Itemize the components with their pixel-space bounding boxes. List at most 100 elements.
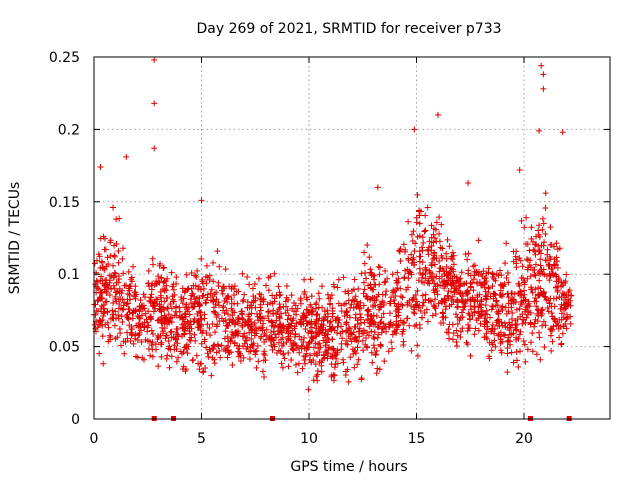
data-point [283,339,290,346]
data-point [377,341,384,348]
data-point [237,358,244,365]
data-point [516,305,523,312]
data-point [465,250,472,257]
data-point [531,298,538,305]
data-point [376,264,383,271]
data-point [207,332,214,339]
data-point [167,300,174,307]
data-point [556,316,563,323]
data-point [501,320,508,327]
data-point [408,231,415,238]
data-point [416,253,423,260]
data-point [535,292,542,299]
data-point [443,329,450,336]
data-point [401,248,408,255]
data-point [240,296,247,303]
data-point [487,314,494,321]
data-point [539,226,546,233]
data-point [232,319,239,326]
data-point [156,262,163,269]
data-point [211,341,218,348]
data-point [174,340,181,347]
data-point [534,318,541,325]
data-point [531,271,538,278]
data-point [516,331,523,338]
data-point [526,247,533,254]
data-point [450,298,457,305]
data-point [507,341,514,348]
data-point [559,290,566,297]
data-point [495,308,502,315]
data-point [346,325,353,332]
data-point [416,220,423,227]
data-point [329,308,336,314]
data-point [471,304,478,311]
data-point [457,275,464,282]
data-point [482,275,489,282]
data-point [211,329,218,336]
data-point [481,315,488,322]
data-point [509,310,516,317]
data-point [194,310,201,317]
data-point [192,272,199,279]
data-point [431,234,438,241]
data-point [341,301,348,308]
data-point [144,319,151,326]
data-point [276,313,283,320]
data-point [524,275,531,282]
data-point [513,306,520,313]
data-point [298,343,305,350]
y-tick-label: 0.2 [58,122,80,138]
data-point [283,327,290,334]
data-point [457,328,464,335]
data-point [373,348,380,355]
data-point [191,318,198,325]
data-point [161,325,168,332]
data-point [458,309,465,316]
data-point [480,268,487,275]
data-point [426,238,433,245]
data-point [354,361,361,368]
data-point [262,282,269,289]
data-point [287,315,294,322]
data-point [271,270,278,277]
data-point [549,326,556,333]
data-point [94,297,101,304]
data-point [539,310,546,317]
data-point [454,303,461,310]
data-point [191,300,198,307]
data-point [517,288,524,295]
data-point [178,294,185,301]
data-point [271,343,278,350]
data-point [328,325,335,332]
data-point [449,256,456,263]
data-point [559,129,566,136]
data-point [295,360,302,367]
data-point [338,340,345,347]
data-point [142,294,149,301]
data-point [467,352,474,359]
data-point [414,233,421,240]
data-point [339,335,346,342]
data-point [293,308,300,315]
data-point [391,328,398,335]
data-point [538,242,545,249]
data-point [373,370,380,377]
data-point [536,334,543,341]
data-point [166,319,173,326]
data-point [522,308,529,315]
data-point [487,293,494,300]
data-point [457,334,464,341]
data-point [321,316,328,323]
data-point [252,324,259,331]
data-point [239,270,246,277]
data-point [297,295,304,302]
data-point [377,304,384,311]
data-point [340,274,347,281]
data-point [424,204,431,211]
data-point [497,281,504,288]
data-point [357,299,364,306]
data-point [139,354,146,361]
data-point [127,337,134,344]
data-point [157,307,164,314]
